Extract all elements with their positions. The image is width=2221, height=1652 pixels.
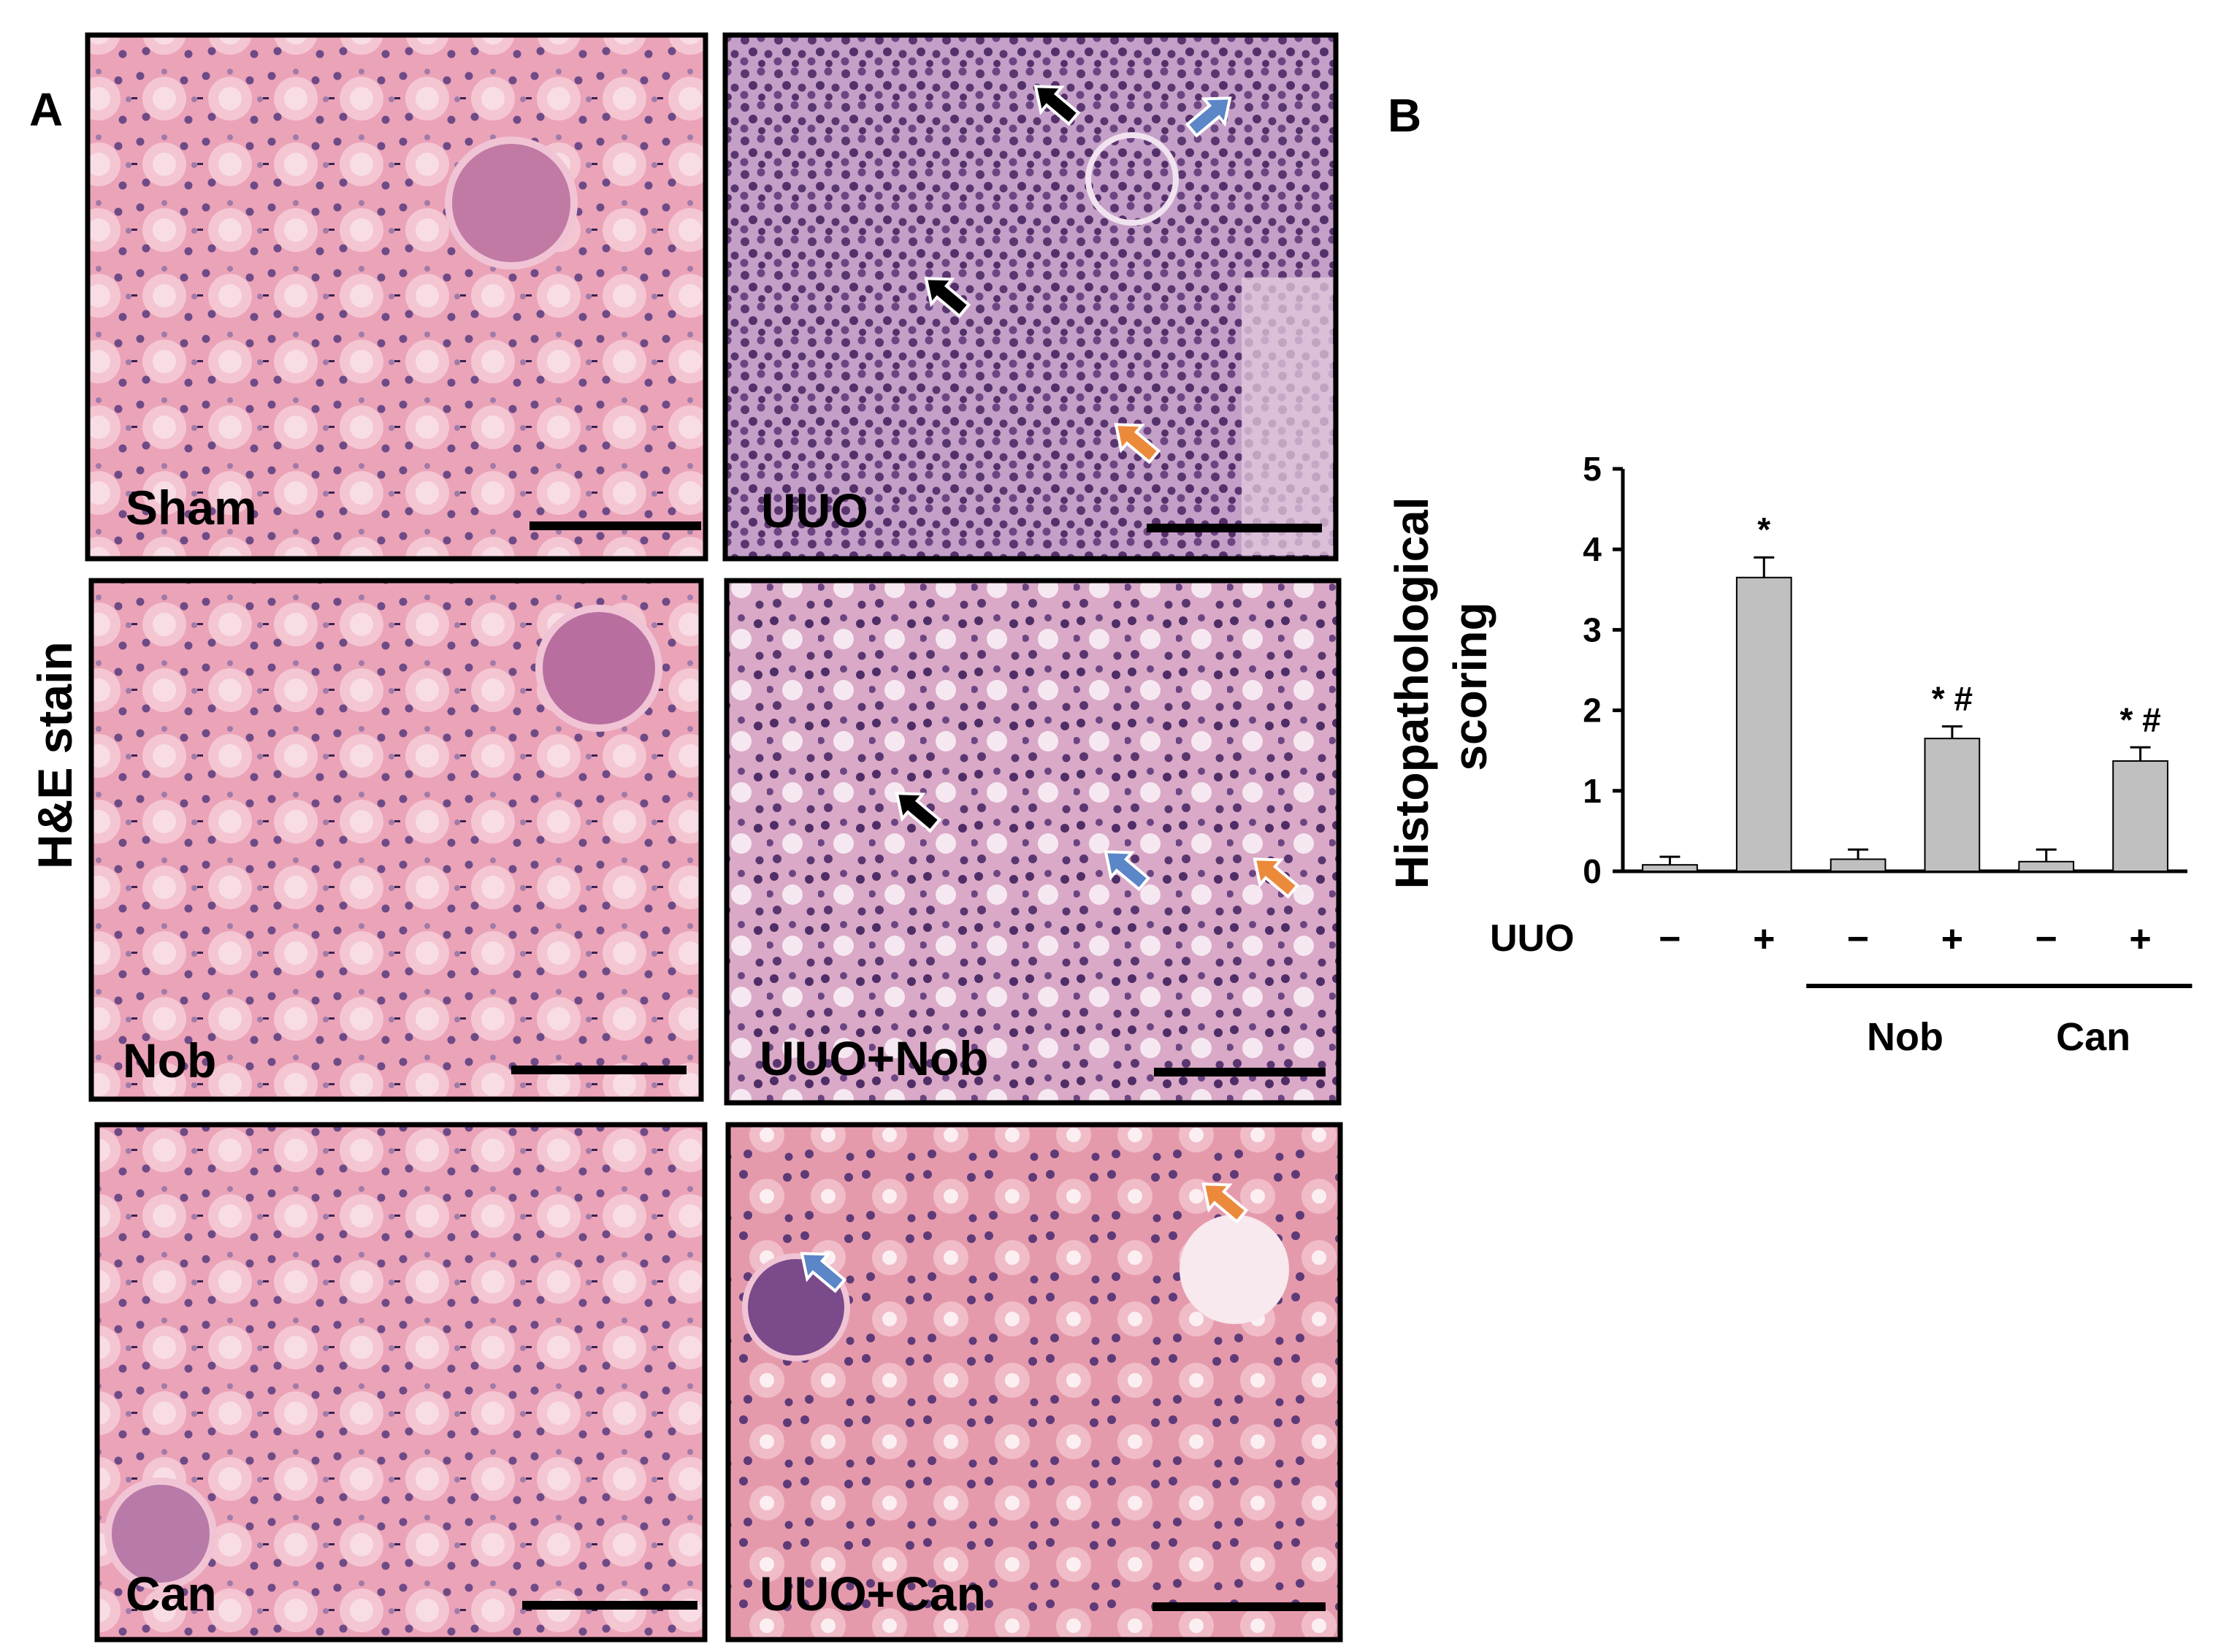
bars: * * # * # bbox=[1642, 510, 2168, 873]
y-tick-label: 2 bbox=[1583, 692, 1602, 730]
bar bbox=[1924, 738, 1981, 872]
x-category-label: − bbox=[1847, 918, 1869, 960]
bar bbox=[2018, 860, 2075, 873]
arrow-black-icon bbox=[895, 792, 942, 833]
x-category-label: + bbox=[1753, 918, 1775, 960]
micrograph-image bbox=[724, 578, 1342, 1106]
micrograph-nob: Nob bbox=[88, 578, 704, 1102]
arrow-orange-icon bbox=[1114, 423, 1161, 464]
micrograph-uuo: UUO bbox=[722, 32, 1339, 562]
micrograph-image bbox=[85, 32, 708, 562]
panel-a-letter: A bbox=[29, 83, 63, 136]
micrograph-can: Can bbox=[94, 1122, 708, 1643]
arrow-black-icon bbox=[1033, 85, 1081, 126]
x-category-label: − bbox=[1659, 918, 1681, 960]
group-label: Nob bbox=[1867, 1015, 1943, 1059]
y-tick-label: 1 bbox=[1583, 772, 1602, 810]
glomerulus bbox=[1085, 132, 1179, 226]
significance-marker: * # bbox=[1932, 680, 1973, 718]
x-categories: − + − + − + bbox=[1659, 918, 2152, 960]
micrograph-image bbox=[725, 1122, 1343, 1643]
glomerulus bbox=[742, 1253, 850, 1361]
bar bbox=[1642, 864, 1698, 872]
y-axis-label-line-2: scoring bbox=[1444, 602, 1496, 770]
group-labels: Nob Can bbox=[1806, 984, 2193, 1059]
glomerulus bbox=[535, 605, 662, 732]
panel-label: Can bbox=[126, 1567, 217, 1621]
y-tick-label: 3 bbox=[1583, 611, 1602, 649]
fibrotic-region bbox=[1242, 278, 1333, 555]
dilated-tubule bbox=[1180, 1215, 1289, 1324]
uuo-row-label: UUO bbox=[1490, 917, 1575, 960]
y-axis-label: Histopathological scoring bbox=[1385, 484, 1496, 890]
arrow-orange-icon bbox=[1201, 1182, 1249, 1224]
x-category-label: − bbox=[2035, 918, 2057, 960]
micrograph-image bbox=[722, 32, 1339, 562]
x-category-label: + bbox=[1941, 918, 1963, 960]
glomerulus bbox=[445, 137, 578, 269]
arrow-blue-icon bbox=[1185, 96, 1232, 138]
bar-chart: Histopathological scoring 0 1 2 3 4 5 * * # * #… bbox=[1385, 450, 2193, 1059]
y-tick-label: 0 bbox=[1583, 852, 1602, 890]
arrow-blue-icon bbox=[1104, 850, 1151, 892]
y-axis-label-line-1: Histopathological bbox=[1385, 497, 1438, 889]
micrograph-uuo-nob: UUO+Nob bbox=[724, 578, 1342, 1106]
bar bbox=[2112, 760, 2168, 872]
bar bbox=[1830, 858, 1886, 872]
glomerulus bbox=[104, 1477, 217, 1590]
panel-label: UUO+Can bbox=[760, 1567, 986, 1621]
significance-marker: * bbox=[1757, 510, 1770, 548]
significance-marker: * # bbox=[2119, 700, 2160, 738]
arrow-orange-icon bbox=[1253, 857, 1300, 899]
y-tick-label: 5 bbox=[1583, 450, 1602, 488]
y-ticks: 0 1 2 3 4 5 bbox=[1583, 450, 1623, 890]
panel-b-letter: B bbox=[1388, 89, 1421, 142]
arrow-black-icon bbox=[924, 277, 971, 318]
side-label: H&E stain bbox=[28, 641, 82, 869]
panel-label: UUO+Nob bbox=[760, 1031, 989, 1085]
panel-label: Nob bbox=[123, 1033, 216, 1087]
y-tick-label: 4 bbox=[1583, 530, 1602, 568]
bar bbox=[1735, 576, 1792, 873]
panel-label: Sham bbox=[126, 481, 257, 535]
x-category-label: + bbox=[2129, 918, 2151, 960]
panel-label: UUO bbox=[761, 483, 868, 538]
micrograph-uuo-can: UUO+Can bbox=[725, 1122, 1343, 1643]
micrograph-sham: Sham bbox=[85, 32, 708, 562]
group-label: Can bbox=[2056, 1015, 2130, 1059]
arrow-blue-icon bbox=[800, 1252, 847, 1293]
